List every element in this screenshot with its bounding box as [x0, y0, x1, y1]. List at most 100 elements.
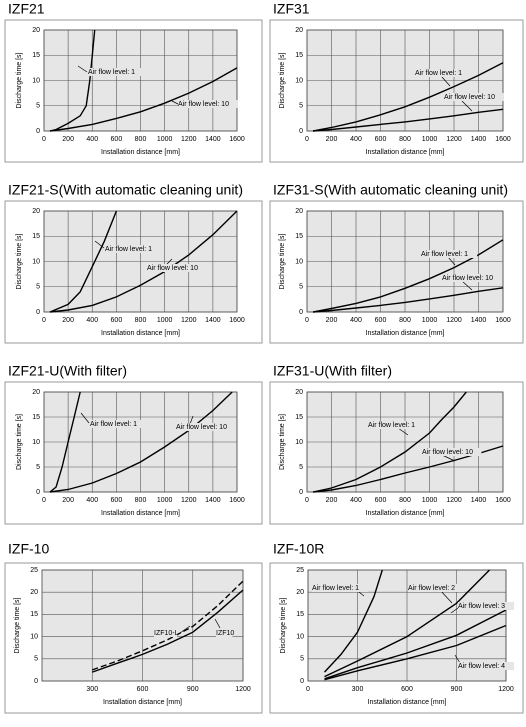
series-label: Air flow level: 1 [368, 422, 415, 429]
series-line [92, 589, 244, 673]
chart-title: IZF-10R [273, 541, 324, 557]
y-tick-label: 20 [32, 208, 40, 215]
label-bg [178, 100, 238, 108]
label-bg [458, 602, 515, 610]
label-bg [105, 245, 162, 253]
y-tick-label: 10 [296, 633, 304, 640]
label-leader [439, 589, 453, 604]
label-leader [80, 412, 90, 424]
x-tick-label: 1600 [495, 317, 511, 324]
y-tick-label: 10 [32, 258, 40, 265]
y-axis-label: Discharge time [s] [16, 52, 23, 108]
label-leader [171, 100, 179, 105]
series-label: Air flow level: 10 [444, 94, 495, 101]
x-tick-label: 800 [135, 497, 147, 504]
x-tick-label: 1400 [471, 317, 487, 324]
x-tick-label: 200 [62, 317, 74, 324]
series-label: Air flow level: 1 [88, 69, 135, 76]
x-tick-label: 900 [451, 686, 463, 693]
label-bg [90, 420, 147, 428]
series-label: Air flow level: 4 [458, 663, 505, 670]
x-axis-label: Installation distance [mm] [366, 330, 445, 337]
series-label: Air flow level: 2 [408, 585, 455, 592]
label-bg [368, 421, 425, 429]
y-tick-label: 25 [30, 567, 38, 574]
y-tick-label: 0 [34, 678, 38, 685]
x-tick-label: 1200 [446, 136, 462, 143]
series-line [312, 239, 504, 313]
label-leader [189, 415, 194, 425]
series-line [49, 29, 96, 132]
label-leader [450, 607, 459, 614]
label-leader [214, 618, 221, 629]
series-line [312, 62, 504, 132]
chart-title: IZF21-U(With filter) [8, 363, 127, 379]
series-label: Air flow level: 10 [442, 275, 493, 282]
x-tick-label: 1200 [181, 497, 197, 504]
x-tick-label: 1000 [157, 317, 173, 324]
x-axis-label: Installation distance [mm] [368, 699, 447, 706]
x-tick-label: 1000 [422, 497, 438, 504]
y-axis-label: Discharge time [s] [16, 414, 23, 470]
x-tick-label: 1600 [229, 497, 245, 504]
x-tick-label: 0 [42, 317, 46, 324]
label-bg [444, 93, 504, 101]
series-line [49, 391, 233, 493]
y-tick-label: 20 [30, 589, 38, 596]
y-axis-label: Discharge time [s] [16, 233, 23, 289]
x-tick-label: 1200 [498, 686, 514, 693]
x-tick-label: 600 [375, 317, 387, 324]
x-tick-label: 600 [375, 136, 387, 143]
series-label: Air flow level: 10 [178, 101, 229, 108]
series-line [324, 569, 490, 678]
x-tick-label: 1600 [495, 497, 511, 504]
x-tick-label: 0 [305, 497, 309, 504]
chart-title: IZF21 [8, 1, 45, 17]
x-tick-label: 0 [305, 317, 309, 324]
x-axis-label: Installation distance [mm] [366, 510, 445, 517]
series-line [49, 391, 81, 493]
series-line [312, 391, 467, 493]
y-tick-label: 5 [36, 464, 40, 471]
y-tick-label: 5 [36, 284, 40, 291]
x-axis-label: Installation distance [mm] [101, 510, 180, 517]
series-label: Air flow level: 10 [422, 449, 473, 456]
series-line [49, 67, 238, 132]
y-tick-label: 20 [32, 27, 40, 34]
y-axis-label: Discharge time [s] [280, 597, 287, 653]
x-tick-label: 0 [42, 136, 46, 143]
x-tick-label: 1400 [205, 317, 221, 324]
x-tick-label: 600 [137, 686, 149, 693]
chart-title: IZF-10 [8, 541, 49, 557]
series-line [92, 580, 244, 671]
y-tick-label: 15 [32, 414, 40, 421]
series-line [324, 624, 507, 681]
x-tick-label: 800 [399, 317, 411, 324]
x-tick-label: 1200 [181, 136, 197, 143]
y-tick-label: 10 [295, 258, 303, 265]
x-tick-label: 0 [306, 686, 310, 693]
y-tick-label: 10 [32, 439, 40, 446]
y-tick-label: 0 [299, 309, 303, 316]
x-tick-label: 1200 [446, 317, 462, 324]
x-tick-label: 200 [62, 136, 74, 143]
y-tick-label: 10 [295, 439, 303, 446]
y-axis-label: Discharge time [s] [279, 414, 286, 470]
label-leader [441, 76, 451, 87]
y-tick-label: 5 [299, 464, 303, 471]
label-bg [458, 662, 515, 670]
y-tick-label: 20 [32, 389, 40, 396]
x-tick-label: 800 [135, 317, 147, 324]
chart-title: IZF31 [273, 1, 310, 17]
y-axis-label: Discharge time [s] [279, 233, 286, 289]
x-axis-label: Installation distance [mm] [101, 330, 180, 337]
chart-title: IZF21-S(With automatic cleaning unit) [8, 182, 243, 198]
y-tick-label: 15 [32, 233, 40, 240]
chart-title: IZF31-U(With filter) [273, 363, 392, 379]
y-tick-label: 15 [295, 233, 303, 240]
y-tick-label: 15 [30, 611, 38, 618]
label-bg [312, 584, 369, 592]
x-tick-label: 1000 [157, 497, 173, 504]
series-line [313, 287, 504, 313]
